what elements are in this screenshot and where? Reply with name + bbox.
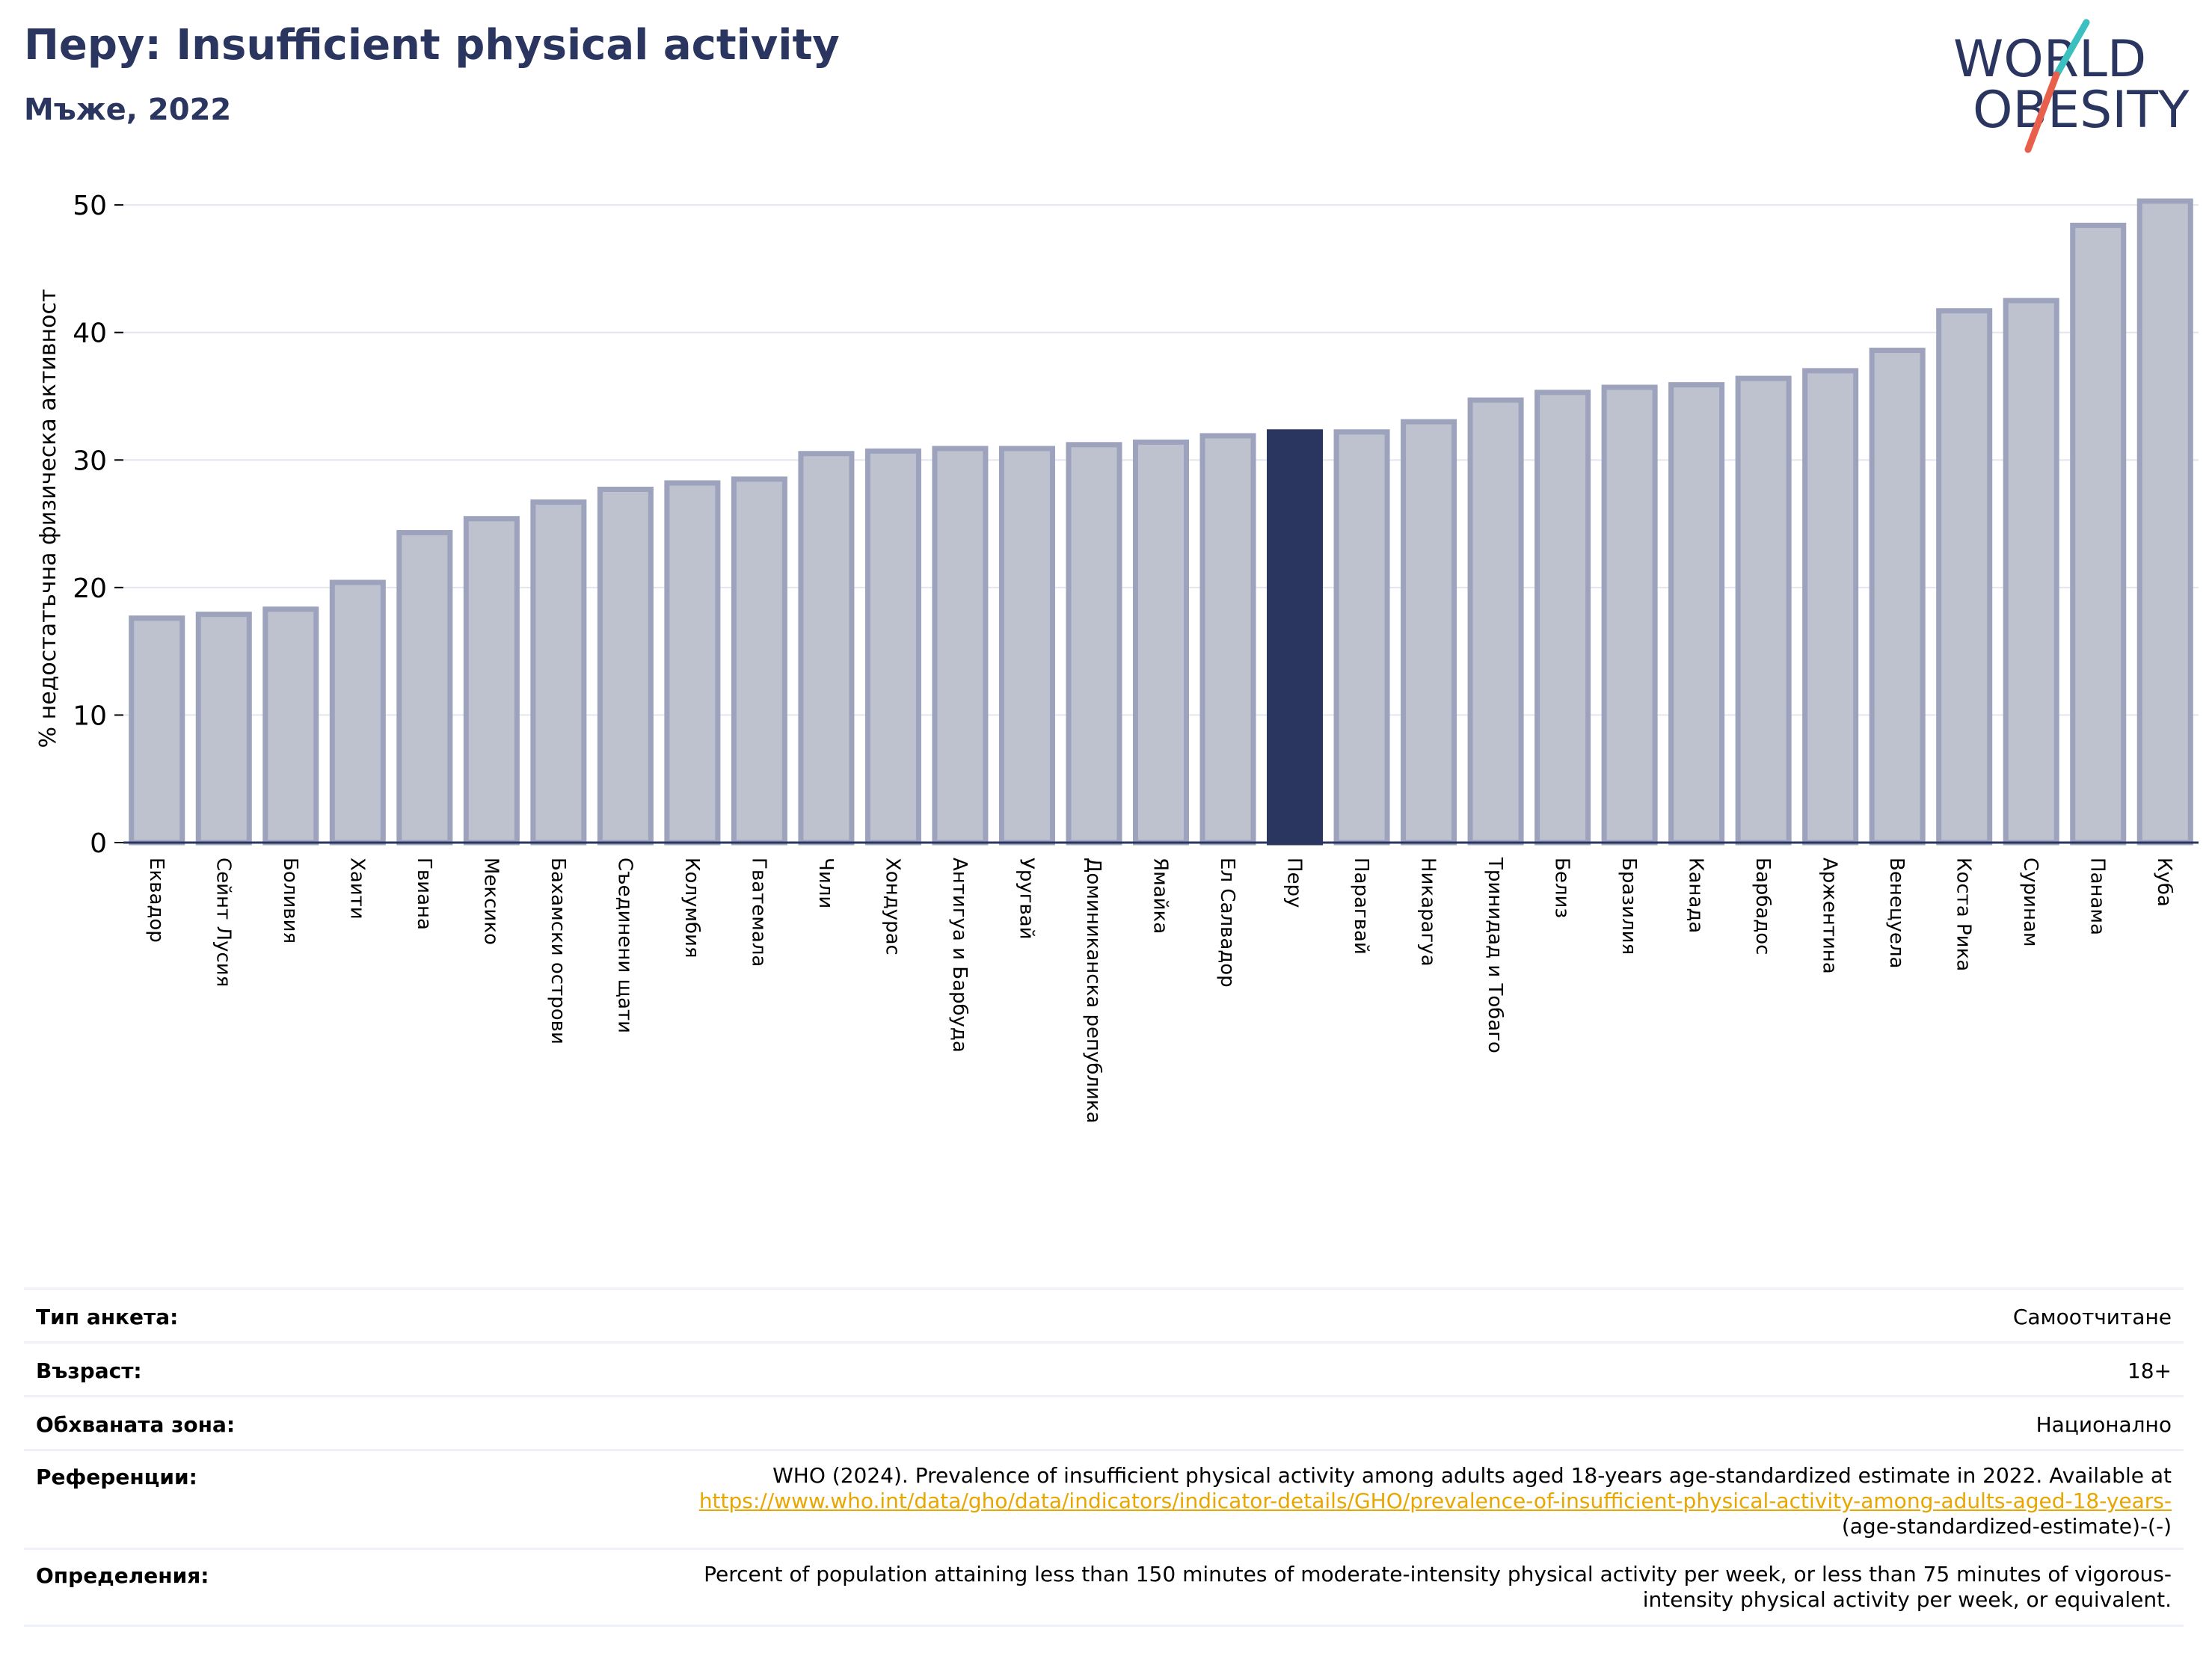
x-tick-label: Панама — [2086, 858, 2109, 935]
survey-type-value: Самоотчитане — [2012, 1305, 2172, 1329]
definitions-value: Percent of population attaining less tha… — [377, 1562, 2172, 1613]
x-tick-label: Перу — [1283, 858, 1306, 908]
x-tick-label: Ямайка — [1149, 858, 1172, 934]
bar — [262, 606, 319, 846]
x-tick-label: Суринам — [2019, 858, 2042, 947]
x-tick-label: Бахамски острови — [547, 858, 569, 1044]
x-tick-label: Куба — [2153, 858, 2175, 907]
y-tick-label: 50 — [73, 191, 107, 221]
info-row-definitions: Определения: Percent of population attai… — [24, 1548, 2184, 1627]
x-tick-label: Венецуела — [1885, 858, 1908, 968]
bar — [1401, 419, 1457, 846]
x-tick-label: Доминиканска република — [1082, 858, 1105, 1124]
age-label: Възраст: — [36, 1358, 142, 1383]
x-tick-label: Еквадор — [145, 858, 168, 943]
definitions-line1: Percent of population attaining less tha… — [704, 1562, 2172, 1586]
bar — [1534, 390, 1591, 846]
bar — [1601, 384, 1658, 846]
x-tick-label: Чили — [814, 858, 837, 908]
bar — [530, 499, 587, 846]
bar — [129, 615, 185, 846]
references-link-tail: (age-standardized-estimate)-(-) — [1841, 1514, 2172, 1539]
bar — [195, 612, 252, 846]
y-tick-label: 30 — [73, 446, 107, 476]
y-tick-label: 0 — [90, 828, 107, 859]
references-link[interactable]: https://www.who.int/data/gho/data/indica… — [698, 1489, 2172, 1513]
definitions-line2: intensity physical activity per week, or… — [1642, 1587, 2172, 1612]
x-tick-label: Белиз — [1551, 858, 1573, 918]
logo-line1: WORLD — [1953, 30, 2146, 89]
bar — [798, 451, 855, 846]
bar — [2136, 198, 2193, 846]
bar — [864, 448, 921, 846]
x-tick-label: Коста Рика — [1953, 858, 1975, 971]
references-value: WHO (2024). Prevalence of insufficient p… — [377, 1463, 2172, 1539]
bar — [1668, 382, 1725, 846]
bar — [1132, 439, 1190, 846]
x-tick-label: Съединени щати — [613, 858, 636, 1033]
bar — [1267, 429, 1324, 846]
info-row-survey-type: Тип анкета: Самоотчитане — [24, 1287, 2184, 1342]
x-tick-label: Никарагуа — [1417, 858, 1440, 967]
bar — [463, 516, 520, 846]
bar-chart: 0 10 20 30 40 50 % недостатъчна физическа акти… — [35, 191, 2199, 1124]
bar — [1735, 375, 1792, 846]
bar — [1869, 348, 1926, 846]
bar — [1066, 442, 1122, 846]
y-axis-label: % недостатъчна физическа активност — [35, 289, 61, 748]
bar — [1199, 433, 1256, 846]
bar — [932, 446, 989, 846]
x-tick-label: Тринидад и Тобаго — [1484, 857, 1506, 1053]
bar — [1802, 368, 1859, 846]
x-tick-label: Барбадос — [1751, 858, 1774, 955]
page-subtitle: Мъже, 2022 — [24, 93, 232, 127]
y-tick-label: 20 — [73, 573, 107, 604]
y-tick-label: 40 — [73, 318, 107, 349]
y-tick-label: 10 — [73, 701, 107, 731]
references-label: Референции: — [36, 1465, 197, 1489]
x-tick-label: Антигуа и Барбуда — [948, 858, 971, 1053]
x-tick-label: Уругвай — [1015, 858, 1037, 940]
x-tick-label: Гватемала — [747, 858, 769, 967]
x-tick-label: Канада — [1685, 858, 1707, 933]
x-tick-label: Бразилия — [1617, 858, 1640, 955]
x-tick-label: Хаити — [345, 858, 368, 920]
bar — [1936, 308, 1993, 846]
x-tick-label: Гвиана — [413, 858, 435, 930]
age-value: 18+ — [2127, 1358, 2172, 1383]
x-tick-label: Парагвай — [1350, 858, 1372, 955]
logo-slash-red — [2024, 71, 2060, 153]
info-row-coverage: Обхваната зона: Национално — [24, 1395, 2184, 1450]
bar — [396, 529, 453, 846]
coverage-label: Обхваната зона: — [36, 1412, 236, 1437]
survey-type-label: Тип анкета: — [36, 1305, 179, 1329]
x-tick-label: Аржентина — [1819, 858, 1841, 974]
bar — [664, 480, 721, 846]
bar — [597, 487, 654, 846]
definitions-label: Определения: — [36, 1563, 209, 1588]
page-title: Перу: Insufficient physical activity — [24, 21, 840, 70]
bar — [998, 446, 1055, 846]
bar — [329, 579, 386, 846]
bar — [1333, 429, 1390, 846]
bar — [1467, 397, 1524, 846]
x-tick-label: Боливия — [279, 858, 301, 944]
x-tick-label: Сейнт Лусия — [212, 858, 234, 987]
bar — [2003, 298, 2059, 846]
x-tick-label: Колумбия — [681, 858, 703, 958]
info-table: Тип анкета: Самоотчитане Възраст: 18+ Об… — [24, 1287, 2184, 1627]
x-tick-label: Ел Салвадор — [1216, 858, 1238, 988]
x-tick-label: Мексико — [479, 858, 502, 945]
logo-slash-teal — [2053, 19, 2090, 79]
info-row-references: Референции: WHO (2024). Prevalence of in… — [24, 1449, 2184, 1548]
bar — [731, 476, 787, 846]
bar — [2070, 222, 2127, 846]
x-tick-label: Хондурас — [881, 858, 903, 955]
info-row-age: Възраст: 18+ — [24, 1341, 2184, 1396]
coverage-value: Национално — [2036, 1412, 2172, 1437]
logo-line2: OBESITY — [1973, 81, 2190, 140]
references-text: WHO (2024). Prevalence of insufficient p… — [772, 1463, 2172, 1488]
world-obesity-logo: WORLD OBESITY — [1953, 19, 2190, 153]
